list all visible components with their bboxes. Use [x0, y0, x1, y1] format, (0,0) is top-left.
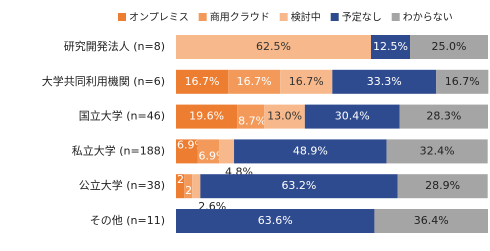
legend-swatch: [198, 13, 207, 21]
value-label: 62.5%: [256, 40, 291, 53]
value-label: 16.7%: [445, 75, 480, 88]
value-label: 36.4%: [414, 214, 449, 227]
bar-segment: [228, 69, 281, 94]
bar-segment: [332, 69, 437, 94]
bar-segment: [371, 35, 410, 59]
bar-segment: [234, 139, 387, 164]
value-label: 30.4%: [335, 110, 370, 123]
value-label: 19.6%: [189, 110, 224, 123]
value-label: 32.4%: [420, 144, 455, 157]
bar-segment: [176, 209, 375, 233]
bar-segment: [237, 104, 265, 129]
bar-segment: [176, 174, 185, 199]
legend-label: わからない: [403, 12, 453, 24]
value-label: 13.0%: [267, 110, 302, 123]
value-label: 33.3%: [367, 75, 402, 88]
value-label: 63.2%: [281, 179, 316, 192]
category-label: 国立大学 (n=46): [79, 109, 165, 123]
bar-segment: [280, 69, 333, 94]
legend-swatch: [391, 13, 400, 21]
bar-segment: [304, 104, 400, 129]
bar-segment: [374, 209, 488, 233]
bar-segment: [410, 35, 488, 59]
bar-segment: [397, 174, 488, 199]
bar-segment: [200, 174, 398, 199]
legend-label: 予定なし: [342, 11, 382, 24]
legend-swatch: [330, 13, 339, 21]
value-label: 8.7%: [238, 115, 266, 128]
legend-swatch: [118, 13, 126, 21]
legend-label: オンプレミス: [129, 12, 189, 24]
bar-segment: [176, 139, 198, 164]
bar-segment: [436, 69, 489, 94]
value-label: 12.5%: [373, 40, 408, 53]
value-label: 16.7%: [185, 75, 220, 88]
value-label: 28.9%: [425, 179, 460, 192]
value-label: 25.0%: [432, 40, 467, 53]
bar-segment: [176, 104, 238, 129]
value-label: 16.7%: [289, 75, 324, 88]
value-label: 48.9%: [293, 144, 328, 157]
category-label: 公立大学 (n=38): [79, 178, 165, 192]
bar-segment: [197, 139, 220, 164]
legend-swatch: [279, 13, 288, 21]
bar-segment: [184, 174, 193, 199]
value-label: 63.6%: [258, 214, 293, 227]
category-label: その他 (n=11): [90, 214, 165, 227]
bar-segment: [386, 139, 488, 164]
bar-segment: [176, 35, 371, 59]
bar-segment: [399, 104, 488, 129]
bar-segment: [176, 69, 229, 94]
legend-label: 検討中: [291, 11, 321, 24]
bar-segment: [192, 174, 201, 199]
value-label: 28.3%: [426, 110, 461, 123]
category-label: 大学共同利用機関 (n=6): [42, 74, 165, 88]
legend-label: 商用クラウド: [210, 11, 270, 24]
category-label: 研究開発法人 (n=8): [64, 39, 165, 53]
category-label: 私立大学 (n=188): [72, 143, 165, 157]
value-label: 16.7%: [237, 75, 272, 88]
bar-segment: [264, 104, 305, 129]
bar-segment: [219, 139, 235, 164]
